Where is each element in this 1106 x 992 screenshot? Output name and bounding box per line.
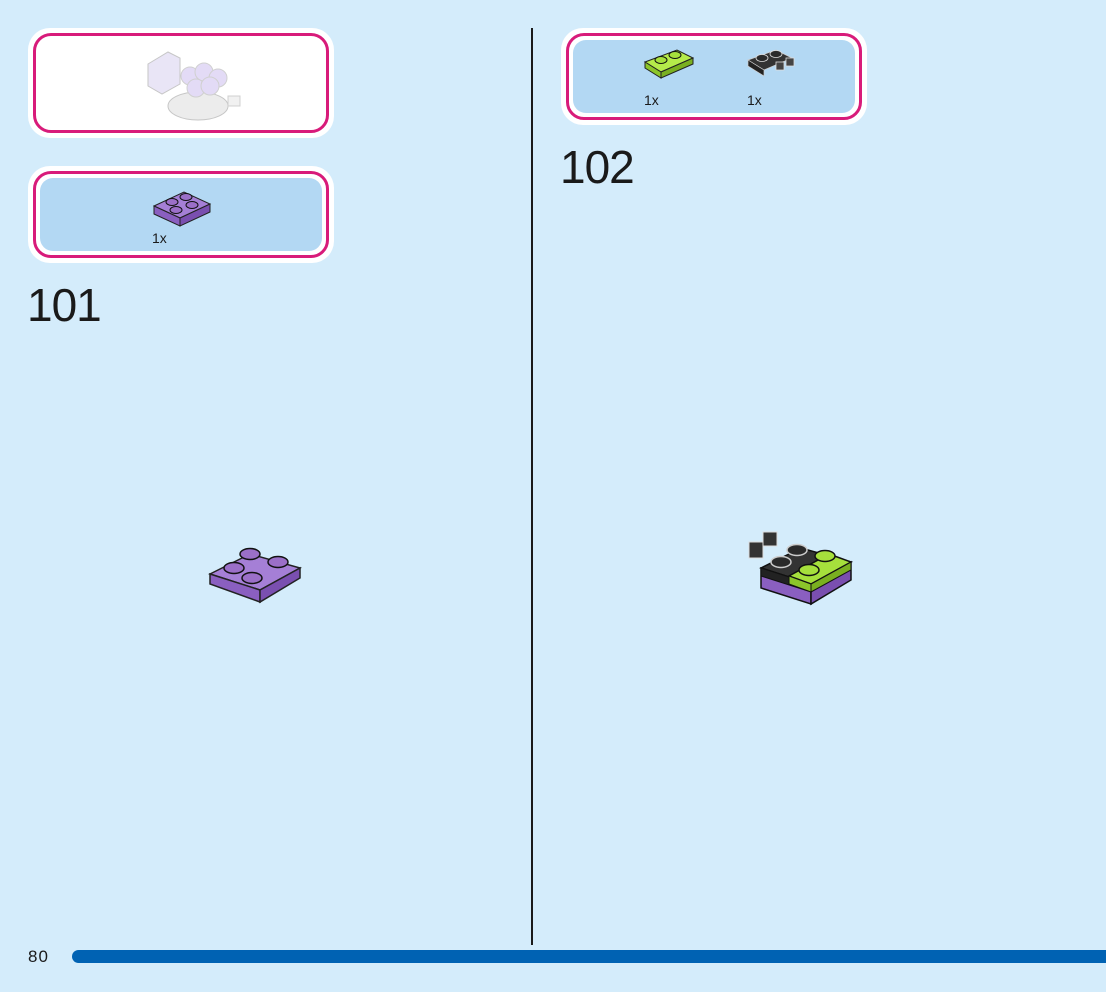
purple-plate-2x2-icon [152, 191, 212, 227]
step-number: 101 [27, 279, 102, 331]
subassembly-callout [28, 28, 334, 138]
page-number: 80 [28, 947, 49, 966]
step-102-model [748, 531, 853, 606]
page-divider [531, 28, 533, 945]
part-quantity: 1x [747, 92, 762, 108]
parts-list-step-102: 1x 1x [561, 28, 867, 125]
footer-bar [72, 950, 1106, 963]
parts-list-step-101: 1x [28, 166, 334, 263]
part-quantity: 1x [152, 230, 167, 246]
step-number: 102 [560, 141, 635, 193]
step-101-model [208, 547, 302, 604]
lime-plate-1x2-icon [643, 49, 695, 79]
black-hinge-plate-icon [747, 49, 795, 77]
part-quantity: 1x [644, 92, 659, 108]
subassembly-illustration [147, 51, 241, 121]
